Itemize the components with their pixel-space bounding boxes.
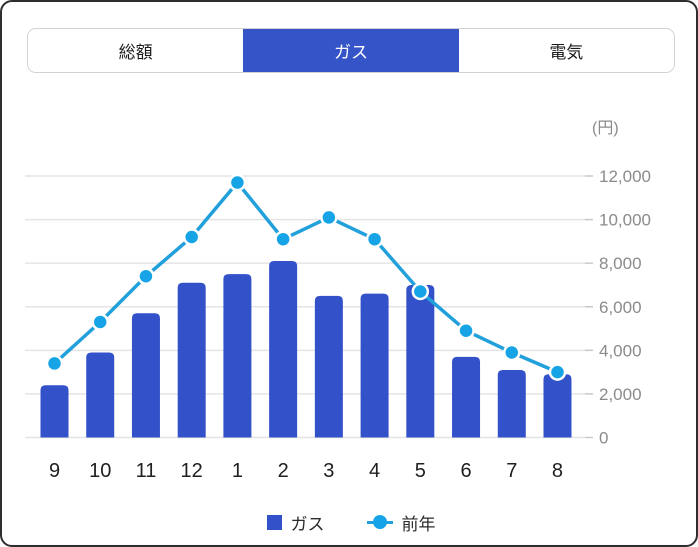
gas-bar[interactable] [497, 369, 526, 438]
legend-item-previous-year: 前年 [366, 510, 436, 535]
previous-year-line [53, 180, 559, 374]
previous-year-point[interactable] [457, 321, 475, 340]
previous-year-point[interactable] [45, 354, 64, 373]
legend-gas-label: ガス [290, 514, 325, 534]
legend-item-gas: ガス [266, 510, 325, 535]
chart-legend: ガス 前年 [2, 506, 696, 538]
previous-year-point[interactable] [182, 228, 201, 246]
gas-bar[interactable] [406, 284, 435, 438]
legend-previous-year-label: 前年 [401, 514, 436, 534]
y-tick-label: 12,000 [599, 167, 651, 186]
y-tick-label: 4,000 [599, 341, 642, 360]
gas-bar[interactable] [40, 385, 69, 438]
tab-gas[interactable]: ガス [243, 29, 459, 72]
gas-bar[interactable] [452, 356, 481, 438]
bar-swatch-icon [266, 514, 282, 530]
line-marker-icon [366, 515, 393, 529]
gas-bar[interactable] [177, 282, 206, 438]
x-axis-label: 8 [552, 460, 563, 482]
x-axis-label: 3 [323, 460, 334, 482]
x-axis-label: 12 [181, 460, 203, 482]
previous-year-point[interactable] [503, 343, 521, 362]
tab-total[interactable]: 総額 [28, 29, 244, 72]
y-tick-label: 8,000 [599, 254, 642, 273]
previous-year-point[interactable] [365, 230, 384, 248]
tab-electricity[interactable]: 電気 [458, 29, 674, 72]
chart-tabs: 総額 ガス 電気 [27, 28, 675, 73]
previous-year-point[interactable] [320, 208, 338, 227]
y-axis-unit-label: (円) [592, 120, 619, 137]
previous-year-point[interactable] [411, 282, 430, 301]
previous-year-point[interactable] [91, 313, 109, 331]
x-axis-label: 6 [460, 460, 471, 482]
previous-year-point[interactable] [274, 230, 292, 248]
previous-year-point[interactable] [228, 173, 247, 192]
y-tick-label: 0 [599, 429, 608, 448]
gas-bar[interactable] [131, 313, 160, 438]
x-axis-label: 5 [415, 460, 426, 482]
x-axis-label: 10 [89, 460, 111, 482]
y-tick-label: 6,000 [599, 298, 642, 317]
x-axis-label: 4 [369, 460, 380, 482]
gas-bar[interactable] [223, 274, 252, 438]
gas-bar[interactable] [86, 352, 115, 438]
gas-bar[interactable] [360, 293, 389, 438]
x-axis-label: 7 [506, 460, 517, 482]
x-axis-label: 2 [278, 460, 289, 482]
previous-year-point[interactable] [548, 363, 567, 381]
x-axis-label: 1 [232, 460, 243, 482]
gas-bar[interactable] [269, 260, 298, 438]
y-tick-label: 10,000 [599, 211, 651, 230]
gas-bar[interactable] [543, 374, 572, 438]
y-tick-label: 2,000 [599, 385, 642, 404]
gas-bar[interactable] [314, 295, 343, 438]
x-axis-label: 9 [49, 460, 60, 482]
line-marker-dot [372, 515, 387, 529]
previous-year-point[interactable] [137, 267, 155, 285]
x-axis-label: 11 [136, 460, 157, 482]
